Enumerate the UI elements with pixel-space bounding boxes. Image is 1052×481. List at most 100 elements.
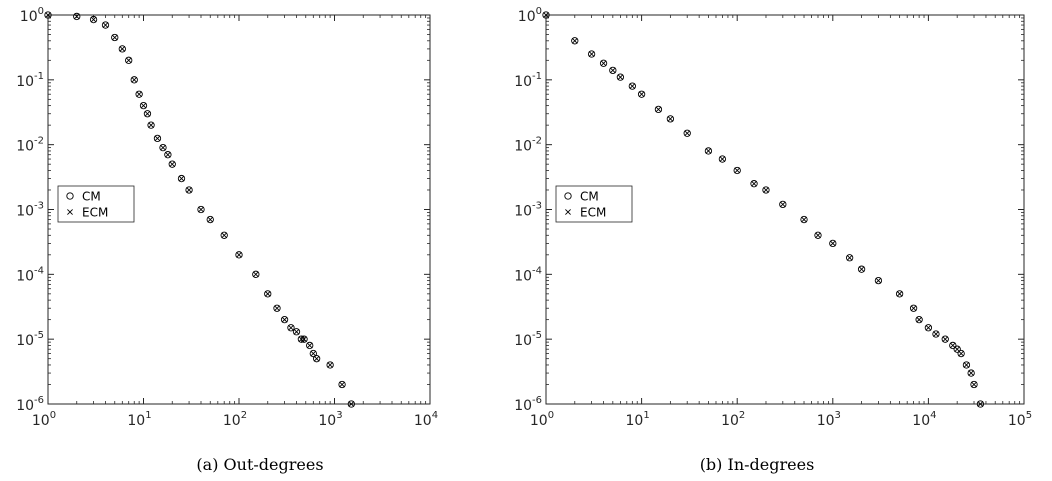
- point-ecm: [734, 167, 741, 174]
- x-tick-label: 104: [912, 410, 936, 429]
- legend-marker-cm: [564, 192, 572, 200]
- point-ecm: [933, 331, 939, 337]
- point-cm: [44, 11, 52, 19]
- point-ecm: [274, 305, 280, 312]
- point-cm: [125, 56, 133, 64]
- point-cm: [292, 328, 301, 336]
- point-cm: [571, 37, 579, 45]
- point-ecm: [164, 151, 171, 158]
- point-cm: [273, 304, 281, 312]
- point-ecm: [801, 216, 807, 223]
- point-ecm: [684, 130, 691, 137]
- point-cm: [287, 324, 295, 332]
- x-tick-label: 101: [127, 410, 151, 429]
- point-cm: [750, 180, 758, 188]
- caption-out-degrees: (a) Out-degrees: [135, 455, 385, 474]
- point-ecm: [971, 381, 977, 388]
- point-cm: [970, 380, 978, 389]
- point-ecm: [815, 232, 821, 239]
- panel-out-degrees: 100 101 102 103 104 100 10-1 10-2 10-3 10-4 10-5 10…: [16, 6, 438, 429]
- point-cm: [326, 361, 334, 369]
- x-tick-label: 100: [530, 410, 554, 429]
- y-tick-label: 10-3: [16, 201, 44, 220]
- point-ecm: [102, 22, 109, 28]
- legend-label: CM: [82, 190, 101, 204]
- point-ecm: [925, 324, 932, 331]
- point-ecm: [348, 401, 355, 407]
- point-ecm: [111, 34, 118, 41]
- point-ecm: [198, 206, 204, 213]
- point-ecm: [90, 16, 97, 23]
- point-ecm: [910, 305, 917, 312]
- point-cm: [101, 21, 110, 29]
- point-cm: [73, 12, 81, 21]
- point-ecm: [160, 144, 166, 151]
- x-tick-label: 102: [721, 410, 745, 429]
- point-ecm: [313, 355, 320, 362]
- y-tick-label: 10-2: [514, 136, 542, 155]
- point-cm: [89, 15, 98, 24]
- point-ecm: [858, 266, 865, 273]
- point-ecm: [264, 290, 271, 297]
- point-cm: [312, 355, 321, 363]
- y-tick-label: 10-5: [16, 330, 44, 349]
- point-ecm: [571, 37, 578, 44]
- point-ecm: [125, 57, 132, 64]
- point-ecm: [306, 342, 313, 349]
- x-tick-label: 100: [32, 410, 56, 429]
- panel-in-degrees: 100 101 102 103 104 105 100 10-1 10-2 10-3 10-4 10-…: [514, 6, 1032, 429]
- point-cm: [197, 205, 205, 214]
- point-cm: [338, 380, 346, 389]
- point-cm: [159, 143, 167, 152]
- caption-label: (b): [699, 455, 723, 474]
- point-ecm: [45, 12, 51, 18]
- point-cm: [733, 166, 741, 175]
- point-ecm: [942, 336, 949, 343]
- point-ecm: [963, 362, 970, 368]
- point-cm: [814, 231, 822, 239]
- point-cm: [962, 361, 971, 369]
- point-cm: [829, 239, 837, 248]
- point-cm: [941, 335, 949, 343]
- point-cm: [949, 341, 957, 350]
- point-cm: [683, 129, 691, 137]
- point-ecm: [339, 381, 345, 388]
- point-ecm: [136, 91, 143, 98]
- point-cm: [252, 270, 260, 278]
- point-cm: [177, 174, 186, 183]
- point-ecm: [288, 324, 294, 331]
- point-ecm: [667, 115, 674, 122]
- x-tick-label: 103: [817, 410, 841, 429]
- point-cm: [153, 134, 162, 143]
- point-cm: [235, 251, 243, 259]
- point-ecm: [221, 232, 228, 239]
- point-cm: [957, 349, 965, 358]
- point-cm: [845, 254, 854, 262]
- point-cm: [704, 147, 713, 155]
- caption-text: In-degrees: [727, 455, 815, 474]
- point-ecm: [281, 316, 288, 323]
- point-cm: [220, 231, 228, 239]
- point-cm: [587, 50, 596, 58]
- point-ecm: [178, 175, 185, 182]
- point-cm: [874, 276, 883, 285]
- point-ecm: [140, 102, 147, 109]
- point-ecm: [298, 336, 305, 343]
- x-tick-label: 104: [414, 410, 438, 429]
- point-cm: [168, 160, 176, 168]
- point-ecm: [252, 271, 259, 278]
- point-ecm: [186, 187, 192, 193]
- point-cm: [654, 105, 663, 114]
- point-ecm: [629, 83, 636, 90]
- point-cm: [628, 82, 636, 90]
- point-cm: [185, 186, 193, 194]
- x-tick-label: 105: [1008, 410, 1032, 429]
- point-ecm: [169, 161, 176, 168]
- point-cm: [542, 11, 550, 19]
- point-ecm: [73, 13, 80, 20]
- point-cm: [932, 330, 940, 338]
- caption-text: Out-degrees: [223, 455, 324, 474]
- point-ecm: [600, 60, 607, 67]
- y-tick-label: 10-1: [16, 71, 44, 90]
